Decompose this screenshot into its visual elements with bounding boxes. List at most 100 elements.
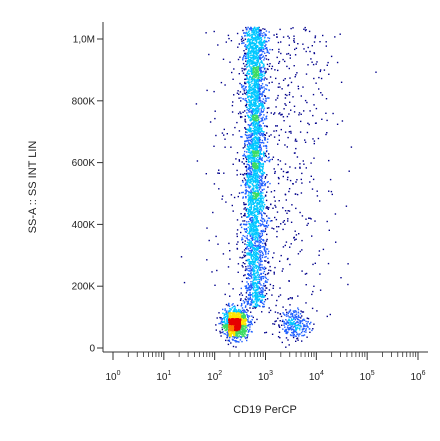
data-point [253,261,255,264]
data-point [255,90,258,92]
data-point [243,54,245,56]
data-point [259,213,261,215]
data-point [278,326,281,328]
data-point [225,303,228,306]
data-point [262,43,264,45]
data-point [257,235,260,237]
data-point [257,151,260,153]
data-point [249,298,252,300]
data-point [257,60,260,63]
data-point [247,265,249,267]
data-point [245,52,247,55]
data-point [312,290,314,293]
data-point [249,173,251,176]
data-point [254,155,256,157]
data-point [256,292,258,294]
data-point [248,223,250,225]
data-point [258,47,260,50]
data-point [262,135,264,137]
data-point [255,115,257,117]
data-point [302,311,305,313]
data-point [239,115,242,118]
data-point [256,97,258,100]
data-point [251,94,253,97]
data-point [238,43,240,45]
data-point [251,89,253,92]
data-point [235,341,237,343]
data-point [254,152,257,154]
data-point [275,106,277,108]
data-point [255,86,257,88]
data-point [252,163,254,165]
data-point [263,131,265,133]
data-point [255,144,257,146]
data-point [311,307,314,310]
data-point [236,310,238,312]
data-point [260,153,262,155]
data-point [254,321,256,324]
data-point [236,219,239,221]
data-point [248,143,251,145]
data-point [241,294,244,296]
data-point [253,119,255,121]
data-point [261,107,264,109]
data-point [325,112,327,114]
data-point [261,203,263,205]
data-point [252,287,254,290]
data-point [248,194,250,196]
data-point [259,233,261,235]
data-point [326,220,328,223]
data-point [228,326,230,328]
data-point [248,77,251,79]
data-point [260,142,262,144]
data-point [259,168,262,171]
data-point [347,283,349,286]
data-point [235,312,237,314]
data-point [274,69,276,71]
data-point [266,219,269,222]
data-point [225,325,228,327]
data-point [255,54,258,56]
data-point [253,300,255,303]
data-point [266,287,268,289]
data-point [340,277,342,279]
data-point [206,89,208,92]
data-point [247,54,250,56]
data-point [266,78,268,80]
data-point [239,317,241,320]
data-point [268,261,270,263]
data-point [248,166,251,168]
data-point [265,224,267,227]
data-point [279,28,281,31]
data-point [243,90,245,92]
data-point [247,317,250,319]
data-point [248,185,251,188]
data-point [251,302,253,304]
data-point [262,174,264,176]
data-point [256,216,259,218]
data-point [246,300,248,303]
data-point [253,153,256,155]
data-point [251,254,253,256]
data-point [269,48,271,51]
data-point [259,192,261,195]
data-point [245,197,247,199]
data-point [258,124,260,127]
data-point [255,116,258,119]
data-point [336,61,339,64]
data-point [255,105,258,107]
data-point [249,225,251,227]
data-point [245,103,248,105]
data-point [284,97,287,99]
data-point [292,336,295,339]
data-point [266,281,268,283]
data-point [251,68,253,70]
data-point [259,255,261,258]
data-point [252,270,255,272]
data-point [295,181,297,183]
data-point [279,112,281,114]
data-point [264,276,267,278]
data-point [244,38,247,40]
data-point [260,240,262,243]
data-point [239,316,241,318]
